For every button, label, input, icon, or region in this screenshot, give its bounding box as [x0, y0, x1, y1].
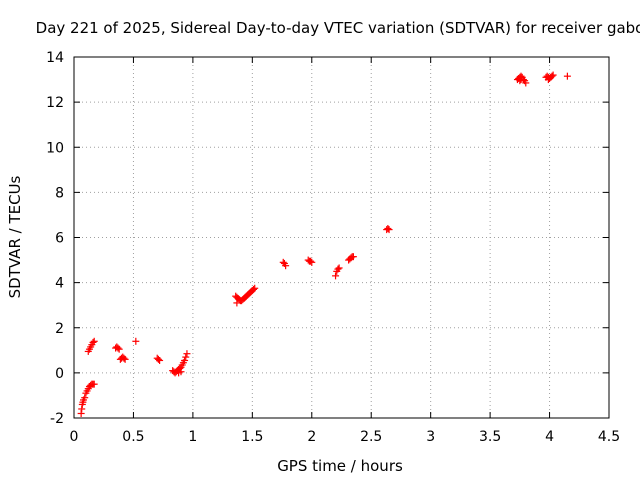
x-tick-labels: 0 0.5 1 1.5 2 2.5 3 3.5 4 4.5	[70, 429, 621, 445]
data-point-marker	[156, 356, 164, 364]
data-point-marker	[517, 76, 525, 84]
y-tick-label: 2	[55, 321, 64, 337]
data-point-marker	[334, 265, 342, 273]
y-tick-label: -2	[50, 411, 64, 427]
data-point-marker	[81, 394, 89, 402]
data-point-marker	[121, 355, 129, 363]
x-axis-label: GPS time / hours	[277, 457, 403, 475]
data-point-marker	[183, 350, 191, 358]
y-tick-label: 0	[55, 366, 64, 382]
x-tick-label: 0.5	[122, 429, 144, 445]
data-point-marker	[349, 253, 357, 261]
y-tick-label: 8	[55, 185, 64, 201]
y-tick-label: 14	[46, 50, 64, 66]
x-tick-label: 3	[426, 429, 435, 445]
x-tick-label: 4	[545, 429, 554, 445]
x-tick-label: 1.5	[241, 429, 263, 445]
y-tick-label: 4	[55, 276, 64, 292]
y-tick-label: 12	[46, 95, 64, 111]
x-tick-label: 3.5	[479, 429, 501, 445]
data-point-marker	[115, 345, 123, 353]
y-tick-label: 6	[55, 231, 64, 247]
y-axis-label: SDTVAR / TECUs	[6, 175, 24, 298]
data-point-marker	[516, 77, 524, 85]
data-point-marker	[549, 71, 557, 79]
grid	[74, 57, 609, 418]
x-tick-label: 0	[70, 429, 79, 445]
x-tick-label: 1	[188, 429, 197, 445]
data-points	[77, 71, 571, 417]
data-point-marker	[90, 337, 98, 345]
data-point-marker	[308, 258, 316, 266]
data-point-marker	[251, 284, 259, 292]
data-point-marker	[522, 79, 530, 87]
data-point-marker	[384, 224, 392, 232]
data-point-marker	[385, 226, 393, 234]
data-point-marker	[89, 338, 97, 346]
data-point-marker	[182, 353, 190, 361]
y-tick-labels: -2 0 2 4 6 8 10 12 14	[46, 50, 64, 427]
data-point-marker	[177, 368, 185, 376]
plot-frame	[73, 56, 610, 419]
data-point-marker	[120, 354, 128, 362]
data-point-marker	[548, 72, 556, 80]
chart-title: Day 221 of 2025, Sidereal Day-to-day VTE…	[36, 19, 640, 37]
x-tick-label: 2.5	[360, 429, 382, 445]
data-point-marker	[181, 356, 189, 364]
data-point-marker	[233, 299, 241, 307]
data-point-marker	[332, 272, 340, 280]
data-point-marker	[90, 380, 98, 388]
data-point-marker	[335, 264, 343, 272]
data-point-marker	[282, 262, 290, 270]
x-tick-label: 2	[307, 429, 316, 445]
data-point-marker	[544, 76, 552, 84]
data-point-marker	[132, 337, 140, 345]
data-point-marker	[307, 257, 315, 265]
data-point-marker	[563, 72, 571, 80]
x-tick-label: 4.5	[598, 429, 620, 445]
data-point-marker	[154, 355, 162, 363]
data-point-marker	[114, 344, 122, 352]
y-tick-label: 10	[46, 140, 64, 156]
data-point-marker	[250, 285, 258, 293]
